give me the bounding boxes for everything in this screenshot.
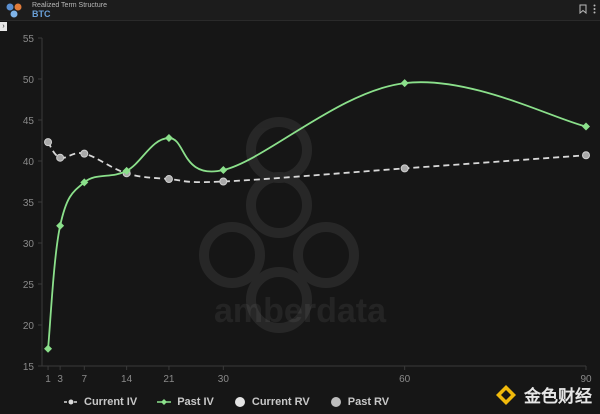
watermark-ring — [246, 267, 312, 333]
y-tick-label: 25 — [23, 280, 35, 291]
current-iv-point — [400, 164, 409, 173]
chart-legend: Current IV Past IV Current RV Past RV — [64, 396, 389, 408]
chart-title: Realized Term Structure — [32, 2, 107, 9]
bookmark-icon[interactable] — [579, 4, 587, 14]
y-tick-label: 35 — [23, 198, 35, 209]
x-tick-label: 21 — [163, 374, 175, 385]
line-diamond-icon — [157, 399, 172, 405]
y-tick-label: 20 — [23, 321, 35, 332]
past-iv-point — [122, 166, 131, 175]
asset-label: BTC — [32, 9, 51, 19]
past-iv-point — [164, 134, 173, 143]
legend-item-current-iv[interactable]: Current IV — [64, 396, 137, 408]
legend-label: Past IV — [177, 396, 214, 408]
y-tick-label: 55 — [23, 34, 35, 45]
past-iv-point — [80, 178, 89, 187]
current-iv-point — [164, 175, 173, 184]
x-tick-label: 14 — [121, 374, 133, 385]
amberdata-logo-icon — [6, 3, 22, 18]
circle-icon — [234, 397, 245, 407]
expand-panel-button[interactable]: › — [0, 22, 7, 31]
x-tick-label: 30 — [218, 374, 230, 385]
x-tick-label: 60 — [399, 374, 411, 385]
y-tick-label: 45 — [23, 116, 35, 127]
jinse-logo-icon — [496, 384, 516, 405]
past-iv-point — [582, 122, 590, 131]
legend-item-past-rv[interactable]: Past RV — [330, 396, 389, 408]
current-iv-point — [582, 151, 590, 160]
chart-header-bar: Realized Term Structure BTC — [0, 0, 600, 21]
legend-label: Current RV — [251, 396, 310, 408]
watermark-text: amberdata — [214, 292, 387, 330]
legend-item-current-rv[interactable]: Current RV — [234, 396, 310, 408]
x-tick-label: 7 — [82, 374, 88, 385]
x-tick-label: 90 — [580, 374, 592, 385]
current-iv-point — [219, 177, 228, 186]
source-badge-text: 金色财经 — [524, 387, 592, 406]
x-tick-label: 1 — [45, 374, 51, 385]
watermark-ring — [293, 222, 359, 288]
y-tick-label: 50 — [23, 75, 35, 86]
legend-label: Past RV — [347, 396, 390, 408]
past-iv-point — [44, 344, 53, 353]
current-iv-point — [44, 138, 53, 147]
past-iv-point — [56, 221, 65, 230]
past-iv-point — [400, 79, 409, 88]
current-iv-point — [80, 149, 89, 158]
y-tick-label: 30 — [23, 239, 35, 250]
y-tick-label: 40 — [23, 157, 35, 168]
watermark-ring — [246, 172, 312, 238]
menu-icon[interactable] — [593, 4, 596, 14]
term-structure-chart: amberdata 15 20 25 30 35 40 45 50 55 1 3 7 14 21 30 60 90 — [23, 34, 592, 385]
current-iv-point — [56, 153, 65, 162]
legend-label: Current IV — [84, 396, 138, 408]
circle-icon — [330, 397, 341, 407]
dashed-line-circle-icon — [64, 399, 78, 405]
watermark-ring — [199, 222, 265, 288]
past-iv-point — [219, 166, 228, 175]
source-badge: 金色财经 — [494, 382, 592, 407]
x-tick-label: 3 — [57, 374, 63, 385]
y-tick-label: 15 — [23, 362, 35, 373]
legend-item-past-iv[interactable]: Past IV — [157, 396, 214, 408]
